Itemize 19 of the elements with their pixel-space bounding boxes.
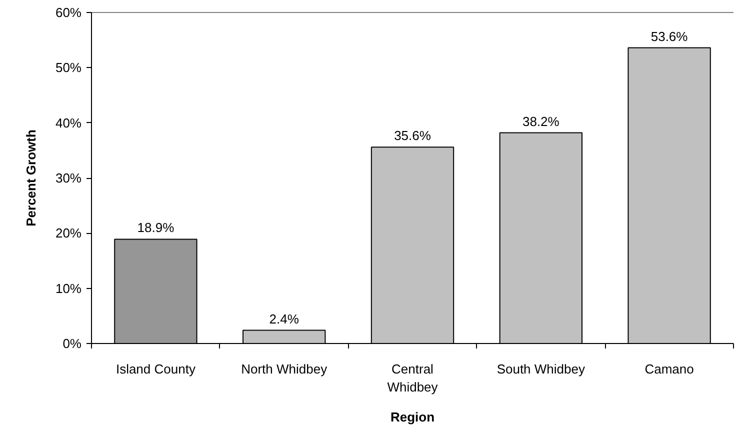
y-tick-label: 20% — [55, 226, 82, 241]
x-axis-title: Region — [390, 410, 435, 424]
y-tick-label: 60% — [55, 5, 82, 20]
x-tick-label: North Whidbey — [241, 362, 328, 376]
y-tick-label: 30% — [55, 170, 82, 186]
y-tick-label: 0% — [62, 336, 82, 351]
data-label: 2.4% — [269, 311, 300, 326]
x-tick-label: South Whidbey — [496, 362, 586, 376]
x-tick-label: Island County — [116, 362, 196, 376]
y-tick-label: 50% — [55, 60, 82, 76]
data-label: 38.2% — [522, 114, 560, 129]
x-tick-label: Camano — [644, 362, 694, 376]
data-label: 35.6% — [394, 128, 432, 144]
data-label: 18.9% — [137, 220, 175, 236]
y-tick-label: 40% — [55, 115, 82, 130]
x-tick-label: Central Whidbey — [387, 362, 438, 394]
data-label: 53.6% — [650, 28, 688, 44]
y-axis-title: Percent Growth — [23, 130, 38, 226]
y-tick-label: 10% — [55, 280, 82, 296]
